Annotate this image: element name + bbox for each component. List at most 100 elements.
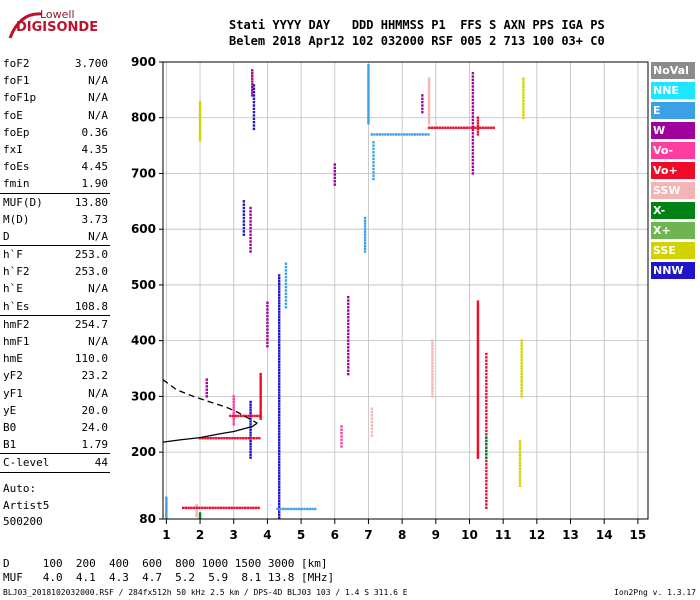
echo-dot <box>427 79 431 83</box>
echo-dot <box>252 124 256 127</box>
echo-dot <box>427 115 431 118</box>
echo-band-dot <box>427 126 431 129</box>
echo-band-dot <box>235 506 239 510</box>
echo-dot <box>471 122 475 125</box>
param-name: h`F <box>3 248 23 262</box>
echo-dot <box>427 102 431 105</box>
echo-band-dot <box>230 506 233 510</box>
echo-dot <box>367 77 370 80</box>
param-value: 3.700 <box>74 57 108 70</box>
echo-dot <box>277 444 281 447</box>
echo-dot <box>249 213 252 216</box>
echo-dot <box>277 321 281 325</box>
echo-dot <box>431 395 434 398</box>
echo-dot <box>277 447 281 450</box>
param-name: fxI <box>3 142 23 156</box>
echo-dot <box>251 77 254 80</box>
y-tick-label: 200 <box>131 445 156 459</box>
echo-band-dot <box>470 126 474 129</box>
echo-dot <box>277 419 281 422</box>
echo-dot <box>476 329 480 332</box>
echo-band-dot <box>206 436 210 440</box>
echo-dot <box>277 452 281 455</box>
echo-dot <box>522 116 525 119</box>
echo-dot <box>195 503 198 507</box>
echo-dot <box>242 223 246 226</box>
echo-dot <box>367 88 370 92</box>
echo-dot <box>520 395 523 398</box>
echo-band-dot <box>457 126 460 129</box>
footer-version: Ion2Png v. 1.3.17 <box>614 588 696 597</box>
echo-band-dot <box>311 507 314 511</box>
echo-dot <box>242 206 246 210</box>
echo-band-dot <box>481 126 485 129</box>
echo-dot <box>476 316 480 319</box>
echo-dot <box>277 416 281 419</box>
echo-dot <box>277 349 281 352</box>
echo-dot <box>367 75 370 78</box>
param-value: N/A <box>88 386 108 400</box>
echo-dot <box>520 392 523 395</box>
param-name: foEp <box>3 125 30 139</box>
echo-dot <box>277 382 281 386</box>
echo-dot <box>485 429 488 433</box>
echo-dot <box>485 506 488 510</box>
echo-dot <box>277 346 281 350</box>
header-values: Belem 2018 Apr12 102 032000 RSF 005 2 71… <box>229 34 605 48</box>
echo-dot <box>485 499 488 503</box>
echo-dot <box>277 302 281 305</box>
echo-band-dot <box>465 126 468 129</box>
echo-dot <box>249 442 252 445</box>
echo-dot <box>277 324 281 327</box>
echo-dot <box>427 104 431 107</box>
echo-band-dot <box>438 126 442 129</box>
echo-dot <box>476 371 480 375</box>
param-value: 23.2 <box>81 369 109 383</box>
echo-dot <box>242 213 246 216</box>
echo-dot <box>266 341 269 345</box>
param-row: M(D) 3.73 <box>0 211 110 228</box>
echo-dot <box>431 367 434 370</box>
echo-dot <box>242 203 246 206</box>
echo-dot <box>520 347 523 351</box>
echo-dot <box>195 512 198 516</box>
echo-dot <box>277 366 281 369</box>
x-tick-label: 12 <box>529 528 546 542</box>
echo-dot <box>249 445 252 448</box>
echo-dot <box>249 243 252 246</box>
echo-dot <box>427 99 431 103</box>
echo-dot <box>232 409 235 412</box>
echo-dot <box>471 158 475 162</box>
echo-dot <box>266 335 269 338</box>
echo-dot <box>259 388 262 391</box>
echo-dot <box>471 88 475 92</box>
echo-dot <box>347 346 350 349</box>
echo-band-dot <box>243 506 247 510</box>
echo-dot <box>471 152 475 155</box>
echo-dot <box>476 318 480 321</box>
echo-dot <box>431 361 434 365</box>
param-name: hmF1 <box>3 335 30 348</box>
echo-dot <box>476 387 480 390</box>
echo-dot <box>476 409 480 413</box>
echo-dot <box>165 516 168 520</box>
echo-dot <box>372 144 375 147</box>
param-value: 13.80 <box>74 195 108 209</box>
echo-dot <box>476 122 480 125</box>
echo-dot <box>277 511 281 514</box>
param-row: B1 1.79 <box>0 436 110 455</box>
echo-dot <box>367 90 370 94</box>
echo-dot <box>476 358 480 361</box>
echo-dot <box>427 88 431 92</box>
echo-dot <box>367 81 370 85</box>
echo-dot <box>249 240 252 243</box>
echo-dot <box>485 483 488 486</box>
echo-dot <box>347 349 350 352</box>
echo-dot <box>277 360 281 364</box>
y-tick-label: 700 <box>131 166 156 180</box>
parameter-panel: foF2 3.700 foF1 N/A foF1p N/A foE N/A foEp 0.36 fx… <box>0 55 110 473</box>
profile-traces <box>162 379 258 443</box>
echo-dot <box>476 423 480 426</box>
echo-dot <box>277 460 281 464</box>
y-tick-label: 300 <box>131 389 156 403</box>
